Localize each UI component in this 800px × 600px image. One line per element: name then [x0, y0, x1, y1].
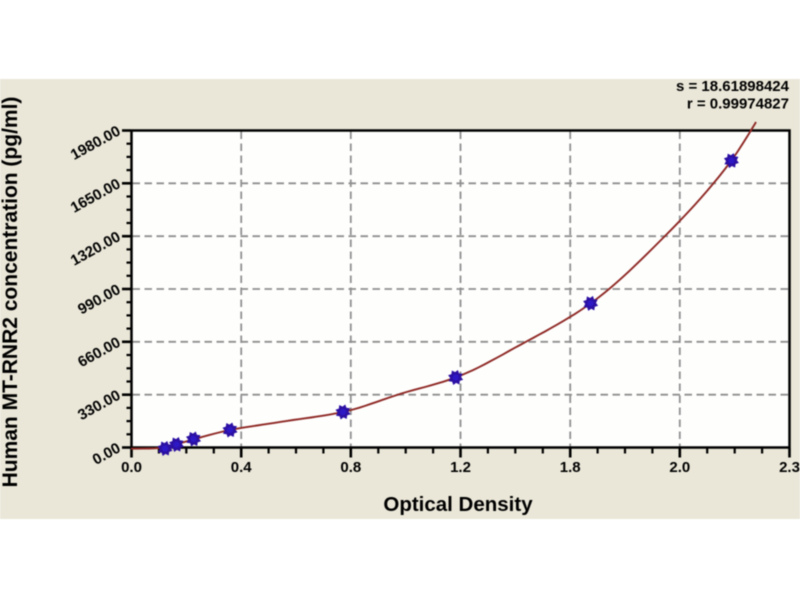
svg-text:Optical Density: Optical Density	[383, 493, 533, 516]
svg-text:s = 18.61898424: s = 18.61898424	[676, 78, 790, 95]
svg-text:2.0: 2.0	[669, 459, 690, 476]
svg-text:1.2: 1.2	[450, 459, 471, 476]
svg-text:0.4: 0.4	[231, 459, 253, 476]
svg-text:2.3: 2.3	[779, 459, 800, 476]
svg-text:r = 0.99974827: r = 0.99974827	[687, 96, 789, 113]
svg-text:0.0: 0.0	[121, 459, 142, 476]
svg-text:Human MT-RNR2 concentration (p: Human MT-RNR2 concentration (pg/ml)	[0, 97, 22, 488]
svg-text:1.8: 1.8	[560, 459, 581, 476]
svg-text:0.8: 0.8	[340, 459, 361, 476]
